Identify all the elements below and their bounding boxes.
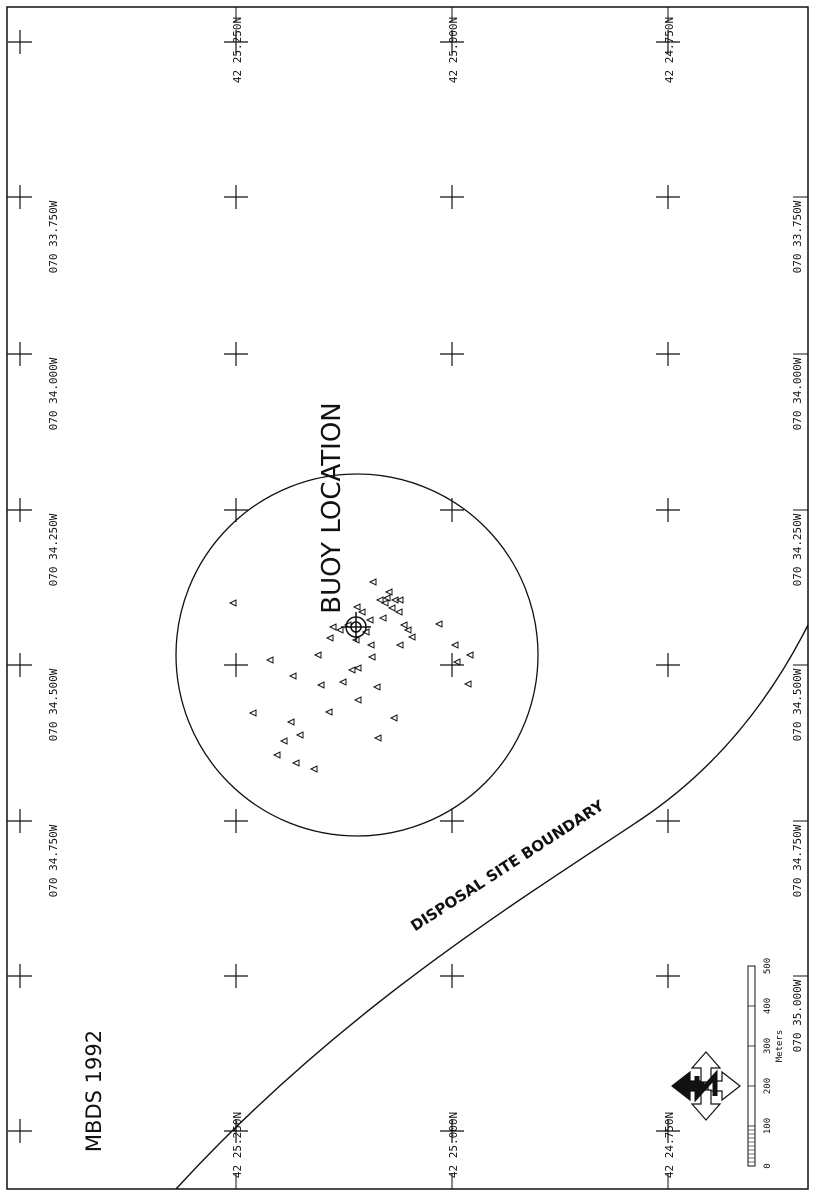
triangle-sample-marker [248,709,257,717]
triangle-sample-marker [265,656,274,664]
triangle-sample-marker [309,765,318,773]
triangle-sample-marker [450,641,459,649]
scale-bar: 0 100 200 300 400 500 Meters [747,958,785,1169]
scale-tick-400: 400 [763,998,773,1014]
triangle-sample-marker [372,683,381,691]
triangle-sample-marker [328,623,337,631]
lon-label-right-33750: 070 33.750W [791,200,804,273]
triangle-sample-marker [365,616,374,624]
lat-label-top-25000: 42 25.000N [447,17,460,83]
triangle-sample-marker [367,653,376,661]
lon-label-left-34250: 070 34.250W [47,513,60,586]
lon-label-right-34750: 070 34.750W [791,824,804,897]
scale-tick-500: 500 [763,958,773,974]
triangle-sample-marker [389,714,398,722]
triangle-sample-marker [387,604,396,612]
triangle-sample-marker [335,626,344,634]
frame-ticks [7,7,808,1189]
triangle-sample-marker [463,680,472,688]
lon-label-right-34500: 070 34.500W [791,668,804,741]
lon-label-right-34250: 070 34.250W [791,513,804,586]
triangle-sample-marker [380,599,389,607]
triangle-sample-marker [353,696,362,704]
triangle-sample-marker [228,599,237,607]
triangle-sample-marker [353,664,362,672]
north-arrow-icon [671,1051,741,1121]
scale-unit-label: Meters [775,1030,785,1063]
triangle-sample-marker [378,614,387,622]
triangle-sample-marker [288,672,297,680]
triangle-sample-marker [465,651,474,659]
scale-tick-300: 300 [763,1038,773,1054]
lon-label-left-34500: 070 34.500W [47,668,60,741]
triangle-sample-marker [395,641,404,649]
scale-tick-0: 0 [763,1163,773,1168]
triangle-sample-marker [382,594,391,602]
triangle-sample-marker [325,634,334,642]
triangle-sample-marker [407,633,416,641]
lon-label-left-34750: 070 34.750W [47,824,60,897]
triangle-sample-marker [324,708,333,716]
disposal-site-boundary [175,624,809,1190]
triangle-sample-marker [366,641,375,649]
site-circle [175,473,539,837]
triangle-sample-marker [316,681,325,689]
triangle-sample-marker [279,737,288,745]
buoy-target-icon [341,612,371,642]
grid-crosses [8,30,680,1143]
lon-label-right-35000: 070 35.000W [791,979,804,1052]
triangle-sample-marker [395,596,404,604]
lat-label-top-25250: 42 25.250N [231,17,244,83]
lat-label-bottom-25000: 42 25.000N [447,1112,460,1178]
buoy-label: BUOY LOCATION [317,402,347,613]
triangle-sample-marker [394,608,403,616]
triangle-sample-marker [375,596,384,604]
triangle-sample-marker [373,734,382,742]
triangle-sample-marker [338,678,347,686]
triangle-sample-marker [399,621,408,629]
triangle-sample-marker [313,651,322,659]
lon-label-left-33750: 070 33.750W [47,200,60,273]
triangle-sample-marker [352,603,361,611]
triangle-sample-marker [357,608,366,616]
triangle-sample-marker [434,620,443,628]
triangle-sample-marker [286,718,295,726]
map-frame [6,6,809,1190]
triangle-sample-marker [291,759,300,767]
scale-tick-200: 200 [763,1078,773,1094]
scale-tick-100: 100 [763,1118,773,1134]
triangle-sample-marker [452,658,461,666]
lat-label-top-24750: 42 24.750N [663,17,676,83]
map-title: MBDS 1992 [82,1030,106,1152]
lon-label-right-34000: 070 34.000W [791,357,804,430]
triangle-sample-marker [368,578,377,586]
triangle-sample-marker [272,751,281,759]
lat-label-bottom-24750: 42 24.750N [663,1112,676,1178]
lon-label-left-34000: 070 34.000W [47,357,60,430]
sample-points [228,578,474,773]
triangle-sample-marker [403,626,412,634]
triangle-sample-marker [347,666,356,674]
triangle-sample-marker [384,588,393,596]
triangle-sample-marker [295,731,304,739]
